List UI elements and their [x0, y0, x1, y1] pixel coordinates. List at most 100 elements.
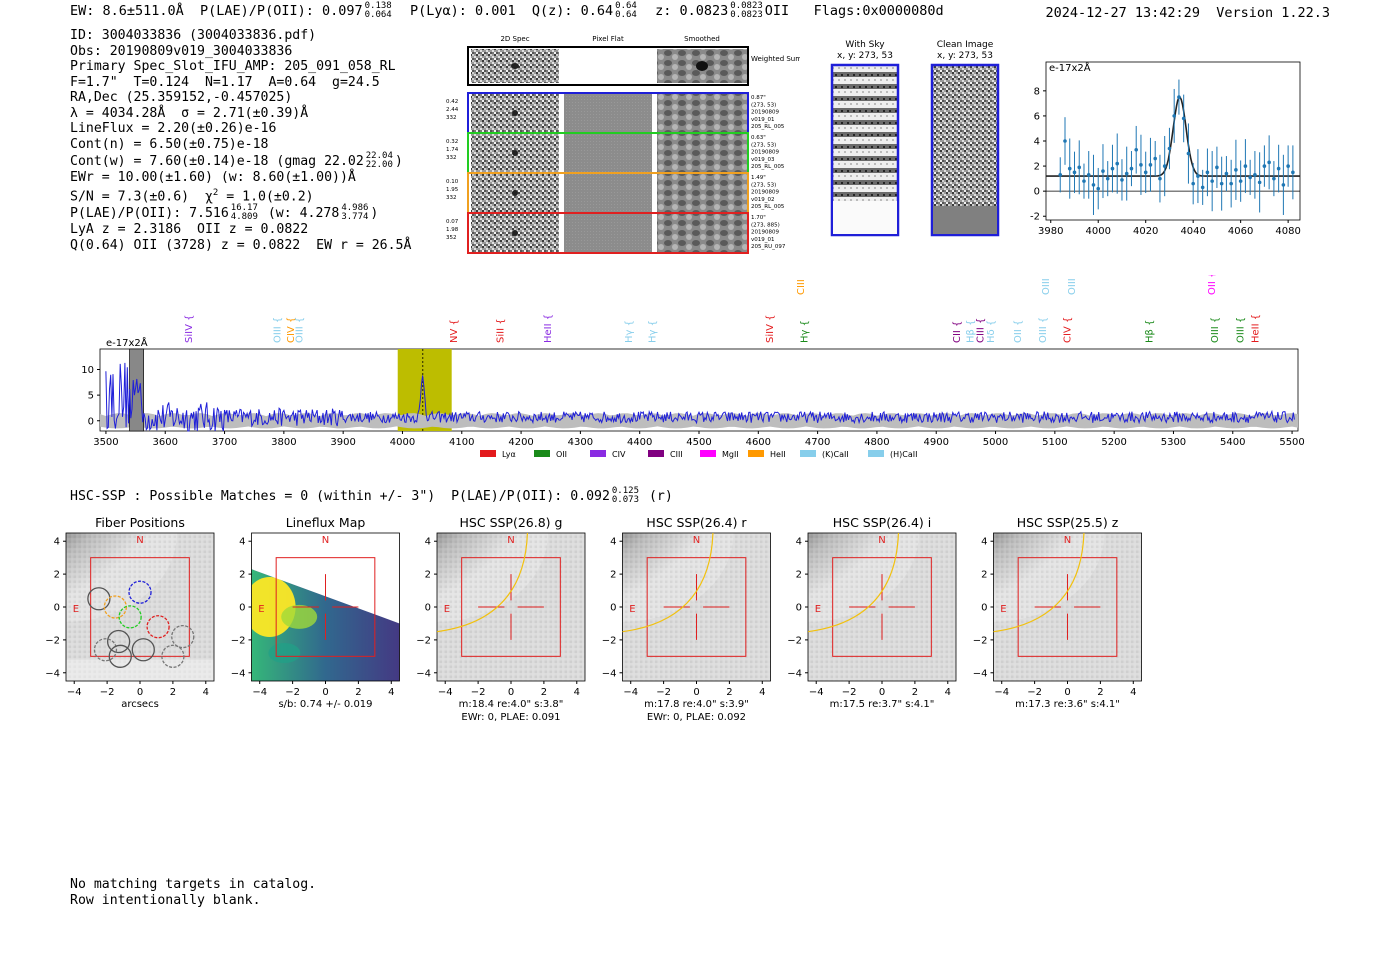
legend-swatch [800, 450, 816, 457]
fit-point [1281, 183, 1286, 187]
compass-east: E [629, 604, 635, 615]
catalog-notes: No matching targets in catalog. Row inten… [70, 877, 316, 908]
compass-north: N [878, 535, 885, 546]
spec-xtick-label: 4200 [508, 437, 533, 448]
fit-point [1243, 164, 1248, 168]
header-summary: EW: 8.6±511.0Å P(LAE)/P(OII): 0.097 0.138… [70, 2, 944, 20]
info-slot: Primary Spec_Slot_IFU_AMP: 205_091_058_R… [70, 59, 396, 74]
panel-title: Fiber Positions [95, 515, 185, 530]
spec-xtick-label: 3900 [330, 437, 355, 448]
galaxy-ellipse [993, 532, 1085, 633]
emission-line-label: OII { [1207, 275, 1218, 295]
fit-point [1077, 165, 1082, 170]
header-plae-range: 0.138 0.064 [364, 1, 392, 20]
panel-xtick-label: −2 [842, 687, 857, 698]
imaging-panel: N E −4 −2 0 2 4 −4 −2 0 2 4 Fiber Positions arcsecs [45, 515, 215, 710]
compass-north: N [693, 535, 700, 546]
cutout-right-label: 205_RL_005 [751, 164, 785, 170]
compass-east: E [444, 604, 450, 615]
info-plae-w-range: 4.986 3.774 [341, 203, 369, 223]
fit-point [1082, 179, 1086, 183]
info-q: Q(0.64) OII (3728) z = 0.0822 EW r = 26.… [70, 237, 412, 253]
aperture-box [646, 557, 747, 657]
compass-north: N [1064, 535, 1071, 546]
panel-xtick-label: 2 [541, 687, 547, 698]
cutout-right-label: 0.87" [751, 95, 766, 101]
cutout-row: 0.10 1.95 332 1.49"(273, 53) 20190809v019_02… [446, 172, 785, 214]
fit-point [1272, 176, 1276, 181]
cutout-left-label: 0.07 [446, 219, 459, 225]
panel-xtick-label: 0 [322, 687, 328, 698]
fit-point [1224, 171, 1229, 176]
fit-point [1286, 164, 1290, 168]
header-z-range: 0.0823 0.0823 [730, 1, 763, 20]
fit-point [1253, 173, 1257, 177]
col-smoothed: Smoothed [684, 35, 720, 43]
panel-caption: m:18.4 re:4.0" s:3.8" [459, 699, 564, 710]
panel-xtick-label: 0 [693, 687, 699, 698]
col-pixel-flat: Pixel Flat [592, 35, 624, 43]
panel-title: HSC SSP(26.4) i [833, 515, 931, 530]
spec-xtick-label: 4600 [746, 437, 771, 448]
emission-line-label: CIV { [286, 317, 297, 343]
spec-xtick-label: 5000 [983, 437, 1008, 448]
panel-xtick-label: −2 [471, 687, 486, 698]
fit-point [1234, 168, 1238, 172]
emission-line-label: CIII { [796, 275, 807, 295]
full-spectrum-chart: 3500 3600 3700 3800 3900 4000 4100 4200 4300 4400… [81, 275, 1305, 459]
spec-xtick-label: 4100 [449, 437, 474, 448]
fit-point [1238, 179, 1243, 183]
spec-ytick-label: 5 [88, 391, 94, 402]
fit-xtick-label: 4000 [1085, 226, 1110, 235]
spec-xtick-label: 5100 [1042, 437, 1067, 448]
emission-line-label: SiIV { [765, 315, 776, 343]
fit-point [1196, 174, 1200, 178]
fit-ytick-label: 8 [1034, 86, 1040, 97]
emission-line-label: Hγ { [800, 320, 811, 343]
panel-ytick-label: 2 [981, 570, 987, 581]
imaging-panel: N E −4 −2 0 2 4 −4 −2 0 2 4 HSC SSP(25.5) z m:17.3 re… [973, 515, 1142, 710]
panel-xtick-label: 0 [879, 687, 885, 698]
emission-line-label: Hγ { [624, 320, 635, 343]
cutout-right-label: (273, 53) [751, 182, 776, 188]
fit-point [1086, 173, 1091, 177]
panel-ytick-label: 0 [610, 603, 616, 614]
cutout-right-label: v019_03 [751, 157, 775, 163]
info-plae-range: 16.17 4.809 [230, 203, 258, 223]
legend-label: (H)CaII [890, 450, 917, 459]
galaxy-ellipse [436, 532, 529, 633]
fiber-circle [161, 644, 185, 668]
emission-line-label: SiIV { [184, 315, 195, 343]
fit-point [1120, 178, 1124, 182]
fit-xtick-label: 4020 [1133, 226, 1158, 235]
info-sn: S/N = 7.3(±0.6) χ2 = 1.0(±0.2) [70, 187, 314, 204]
hsc-plae-range: 0.125 0.073 [611, 486, 639, 505]
emission-line-label: Hγ { [648, 320, 659, 343]
fit-point [1210, 179, 1214, 183]
emission-line-label: OII { [1013, 320, 1024, 343]
fit-xtick-label: 4080 [1275, 226, 1300, 235]
spec-xtick-label: 3700 [212, 437, 237, 448]
panel-ytick-label: −2 [416, 635, 431, 646]
panel-ytick-label: 4 [239, 537, 245, 548]
fiber-circle [171, 624, 195, 649]
legend-label: HeII [770, 450, 786, 459]
fiber-circle [87, 587, 111, 611]
cutout-right-label: 0.63" [751, 135, 766, 141]
panel-xtick-label: −4 [67, 687, 82, 698]
panel-xtick-label: −2 [285, 687, 300, 698]
info-plae: P(LAE)/P(OII): 7.516 16.17 4.809 (w: 4.278… [70, 203, 379, 223]
fit-point [1257, 180, 1262, 185]
info-obs: Obs: 20190809v019_3004033836 [70, 43, 293, 59]
panel-ytick-label: 2 [54, 570, 60, 581]
cutout-right-label: 20190809 [751, 150, 779, 156]
aperture-box [1017, 557, 1118, 657]
header-z: z: 0.0823 [655, 3, 729, 19]
panel-xtick-label: 0 [508, 687, 514, 698]
info-params: F=1.7" T=0.124 N=1.17 A=0.64 g=24.5 [70, 74, 380, 90]
panel-xtick-label: 4 [759, 687, 765, 698]
cutout-right-label: v019_01 [751, 117, 775, 123]
fit-point [1072, 170, 1077, 175]
panel-ytick-label: 2 [796, 570, 802, 581]
emission-line-label: OIII { [272, 317, 283, 343]
